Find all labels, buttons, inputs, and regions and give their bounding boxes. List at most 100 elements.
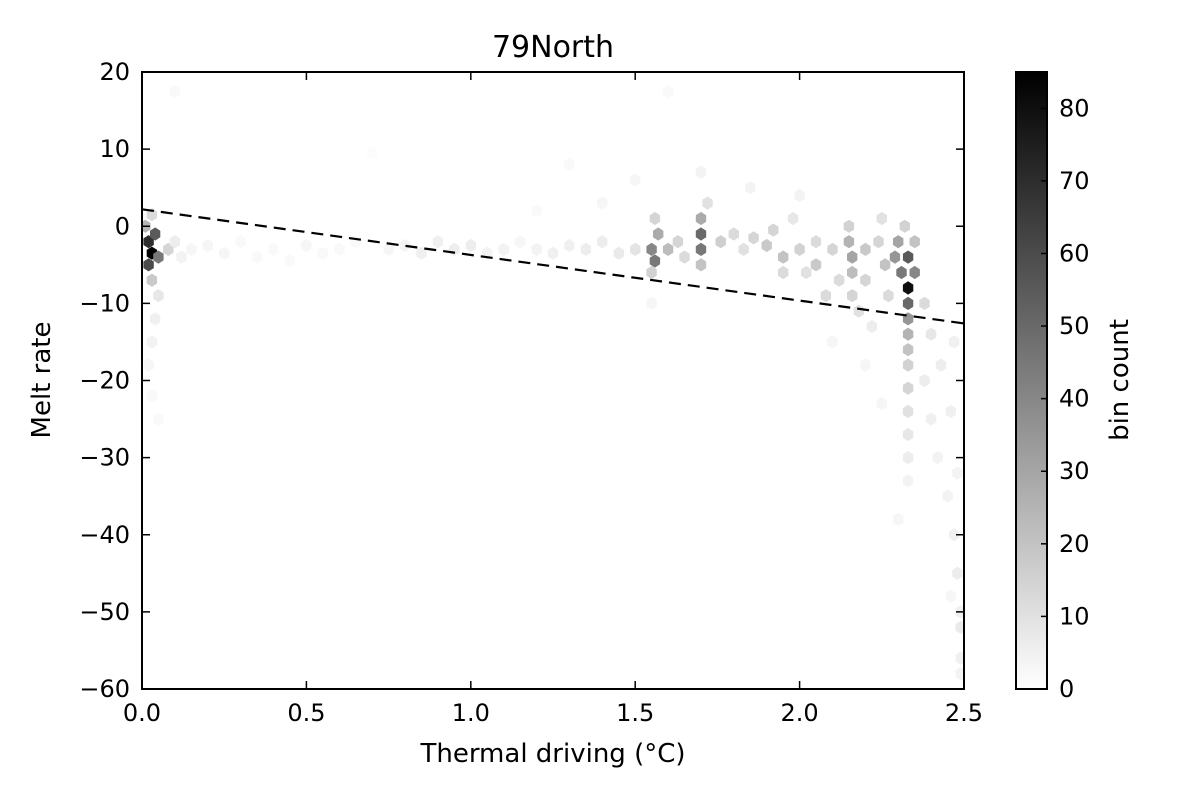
colorbar-tick-label: 80 — [1059, 94, 1090, 122]
hex-bin — [163, 242, 174, 256]
hex-bin — [630, 173, 641, 187]
hex-bin — [695, 242, 707, 256]
y-tick-label: −50 — [79, 598, 130, 626]
hex-bin — [432, 235, 444, 249]
hex-bin — [801, 265, 812, 280]
hex-bin — [955, 667, 964, 681]
hex-bin — [794, 188, 805, 202]
hex-bin — [948, 528, 960, 542]
hex-bin — [866, 319, 878, 334]
hex-bin — [748, 231, 759, 245]
hex-bin — [150, 227, 161, 241]
hex-bin — [514, 235, 526, 249]
colorbar-ticks: 0 10 20 30 40 50 60 70 80 — [1041, 94, 1090, 703]
hex-bin — [613, 246, 624, 260]
hex-bin — [810, 258, 822, 272]
hex-bin — [268, 242, 279, 256]
hex-bin — [935, 358, 947, 372]
x-axis: 0.0 0.5 1.0 1.5 2.0 2.5 — [123, 72, 983, 727]
hex-bin — [153, 412, 164, 426]
hex-bin — [169, 84, 181, 98]
hex-bin — [873, 235, 884, 249]
colorbar-tick-label: 40 — [1059, 385, 1090, 413]
hex-bin — [146, 335, 158, 349]
hex-bin — [902, 427, 914, 442]
hex-bin — [695, 165, 707, 179]
hex-bin — [653, 227, 664, 241]
hex-bin — [531, 242, 542, 256]
y-tick-label: 20 — [99, 58, 130, 86]
hex-bin — [679, 250, 690, 264]
hex-bin — [955, 651, 964, 665]
y-tick-label: 0 — [115, 212, 130, 240]
hex-bin — [416, 246, 427, 260]
hex-bin — [902, 474, 914, 488]
hex-bin — [952, 466, 963, 480]
hex-bin — [932, 451, 943, 465]
colorbar-tick-label: 10 — [1059, 602, 1090, 630]
hex-bin — [761, 238, 772, 253]
hex-bin — [564, 238, 575, 253]
hex-bin — [399, 238, 411, 253]
hex-bin — [367, 146, 378, 160]
x-tick-label: 2.5 — [945, 699, 983, 727]
trend-line — [142, 208, 964, 325]
hexbin-cells — [142, 84, 964, 681]
hex-bin — [945, 404, 956, 418]
colorbar-label: bin count — [1105, 319, 1135, 441]
colorbar-tick-label: 20 — [1059, 530, 1090, 558]
hex-bin — [251, 250, 263, 264]
hex-bin — [899, 219, 910, 233]
hex-bin — [945, 589, 956, 603]
hex-bin — [860, 273, 871, 287]
hex-bin — [728, 227, 739, 241]
hex-bin — [948, 335, 960, 349]
hex-bin — [745, 181, 756, 195]
hex-bin — [564, 158, 575, 172]
hex-bin — [902, 451, 914, 465]
hex-bin — [827, 335, 838, 349]
hex-bin — [597, 196, 608, 210]
hex-bin — [955, 620, 964, 634]
hex-bin — [531, 204, 542, 218]
plot-background — [142, 72, 964, 689]
hex-bin — [662, 84, 674, 98]
hex-bin — [876, 397, 887, 411]
hex-bin — [847, 289, 858, 303]
hex-bin — [810, 235, 822, 249]
hex-bin — [646, 296, 657, 310]
hex-bin — [143, 358, 154, 372]
hex-bin — [150, 312, 161, 326]
hex-bin — [146, 273, 158, 287]
hex-bin — [597, 235, 608, 249]
hex-bin — [153, 289, 164, 303]
hex-bin — [942, 489, 953, 503]
hex-bin — [672, 235, 684, 249]
hex-bin — [143, 235, 154, 249]
hex-bin — [695, 211, 707, 226]
x-tick-label: 2.0 — [781, 699, 819, 727]
colorbar — [1015, 71, 1048, 690]
y-tick-label: −60 — [79, 675, 130, 703]
hex-bin — [649, 254, 661, 268]
hex-bin — [695, 227, 707, 241]
hex-bin — [853, 304, 864, 318]
hex-bin — [715, 235, 726, 249]
hex-bin — [787, 211, 799, 226]
hex-bin — [465, 238, 476, 253]
x-tick-label: 0.5 — [287, 699, 325, 727]
hex-bin — [893, 512, 904, 526]
hex-bin — [893, 235, 904, 249]
hex-bin — [186, 242, 197, 256]
hex-bin — [778, 250, 789, 264]
hex-bin — [153, 250, 164, 264]
hex-bin — [778, 265, 789, 280]
x-tick-label: 1.0 — [452, 699, 490, 727]
hex-bin — [909, 235, 920, 249]
hex-bin — [580, 242, 592, 256]
hex-bin — [630, 242, 641, 256]
hex-bin — [383, 242, 394, 256]
hex-bin — [909, 265, 920, 280]
hex-bin — [902, 381, 914, 395]
hex-bin — [646, 265, 657, 280]
